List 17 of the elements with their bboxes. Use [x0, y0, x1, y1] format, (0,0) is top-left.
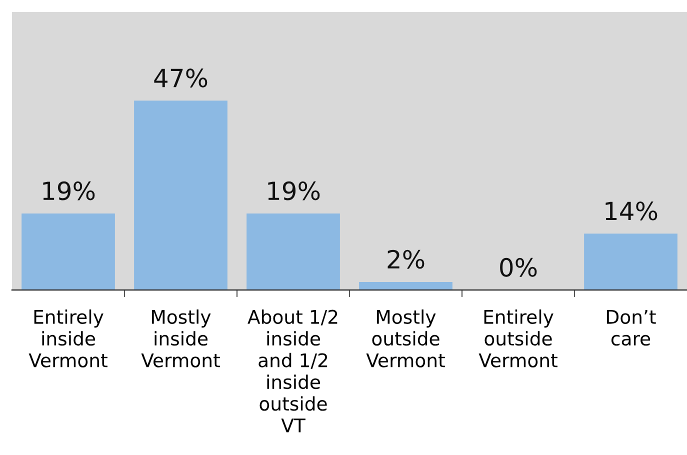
- x-tick-label: Mostly outside Vermont: [366, 309, 445, 368]
- bar: [359, 282, 452, 290]
- x-tick-label: About 1/2 inside and 1/2 inside outside VT: [248, 309, 338, 432]
- bar: [246, 213, 340, 290]
- bar: [22, 213, 115, 290]
- data-label: 47%: [154, 68, 208, 88]
- x-tick-label: Entirely outside Vermont: [478, 309, 558, 368]
- x-tick-label: Mostly inside Vermont: [141, 309, 220, 368]
- bar: [134, 100, 228, 290]
- data-label: 19%: [268, 181, 320, 200]
- data-label: 19%: [43, 181, 95, 200]
- x-tick-label: Entirely inside Vermont: [28, 309, 108, 368]
- data-label: 2%: [388, 250, 424, 269]
- x-tick-label: Don’t care: [607, 310, 656, 346]
- data-label: 0%: [500, 258, 537, 277]
- bar: [584, 234, 678, 290]
- data-label: 14%: [606, 202, 658, 220]
